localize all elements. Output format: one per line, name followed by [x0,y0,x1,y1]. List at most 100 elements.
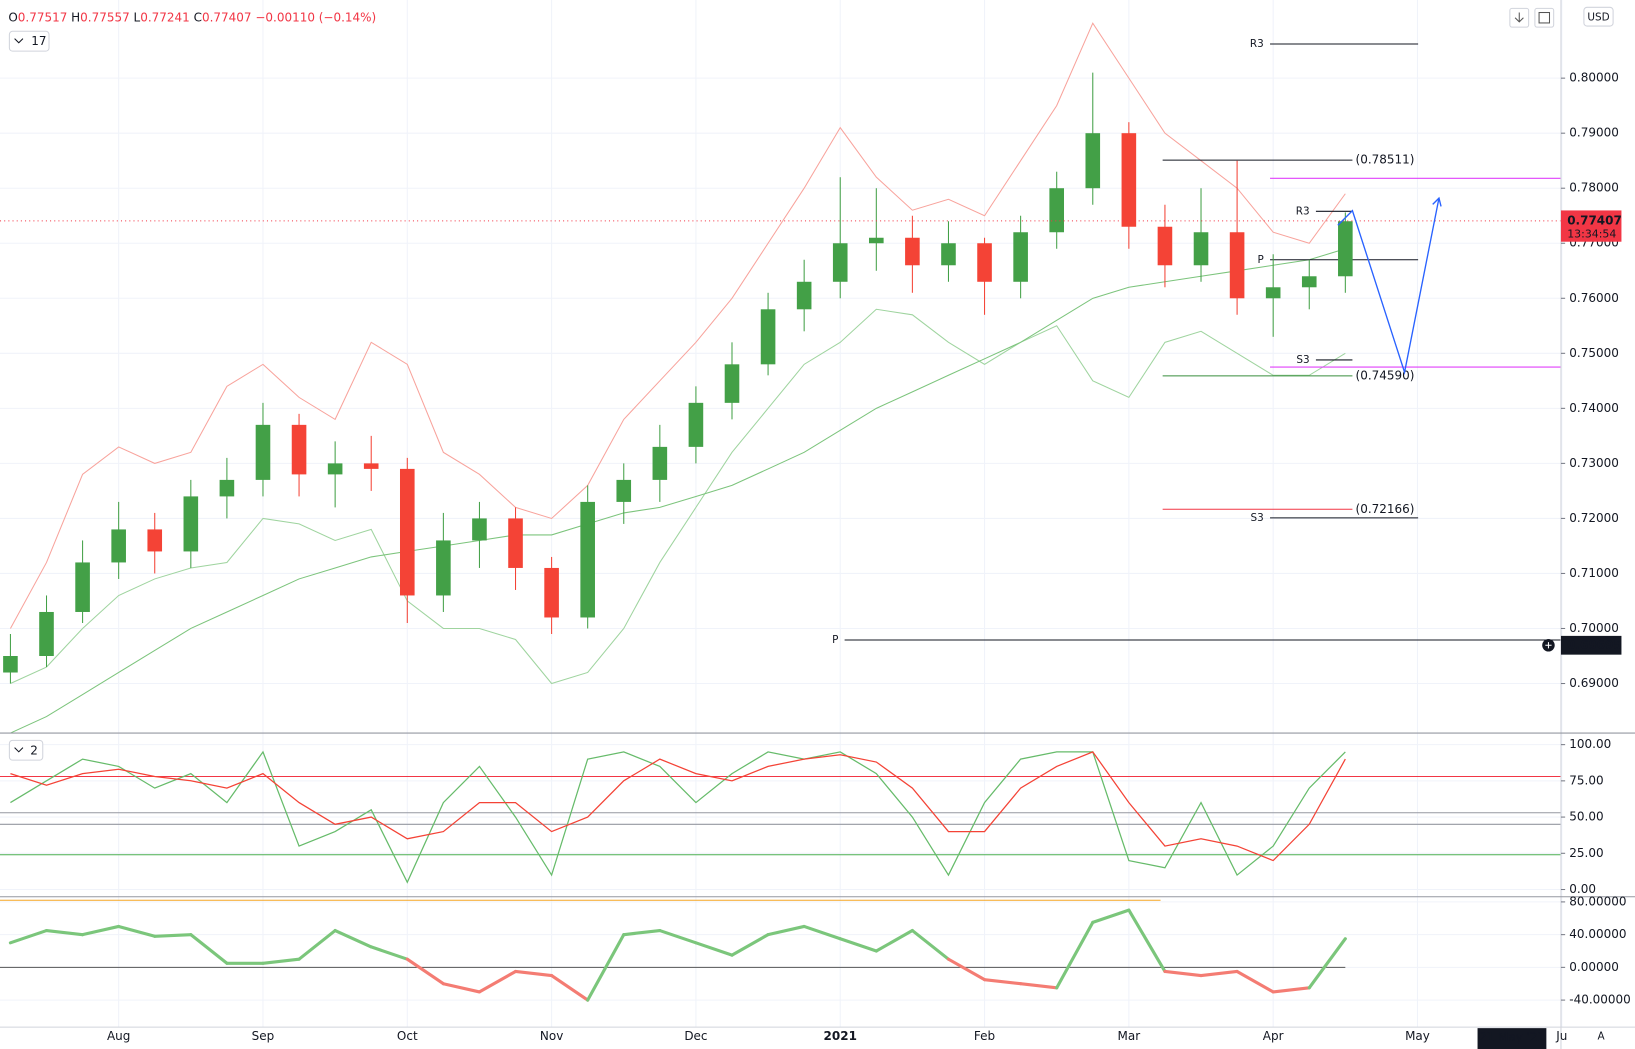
chevron [14,747,24,753]
momentum-segment [1235,969,1275,994]
price-mark-label: (0.78511) [1356,153,1415,167]
scale-mode[interactable]: A [1597,1030,1605,1042]
indicator-toggle[interactable]: 2 [8,739,44,761]
candle-body [363,463,379,469]
candle-body [869,237,884,244]
momentum-segment [441,982,482,994]
y-tick-label: 75.00 [1569,773,1603,787]
price-mark-label: (0.72166) [1356,502,1415,516]
candle-body [399,468,415,596]
currency-button[interactable] [1583,6,1614,27]
ohlc-value: 0.77557 [80,10,130,24]
oscillator-line [10,751,1346,862]
candle-body [1013,232,1028,282]
momentum-segment [910,928,951,961]
crosshair-price-box [1560,635,1622,655]
ohlc-label: C [194,10,202,24]
momentum-segment [81,924,121,937]
candle-body [436,540,451,596]
currency-label: USD [1587,12,1609,24]
momentum-segment [838,937,878,953]
candle-body [327,463,343,475]
momentum-segment [694,941,734,957]
candle-body [977,243,992,282]
candle-body [508,518,523,568]
candle-body [1121,133,1137,227]
y-tick-label: 0.80000 [1569,71,1619,85]
candle-body [616,479,632,502]
oscillator-line [10,750,1346,884]
y-tick-label: 0.00 [1569,882,1596,896]
candle-body [219,479,235,497]
crosshair-date-label: 21 May '21 [1479,1030,1545,1044]
y-tick-label: 80.00000 [1569,894,1626,908]
momentum-segment [586,933,626,1002]
x-tick-label: Oct [397,1029,418,1043]
countdown-label: 13:34:54 [1567,227,1616,240]
momentum-segment [1163,969,1203,978]
overlay-line [10,308,1346,685]
momentum-segment [946,957,987,982]
candle-body [111,529,126,563]
momentum-segment [1307,937,1347,990]
forecast-arrow [1432,196,1442,207]
momentum-segment [1055,920,1095,990]
ohlc-label: L [134,10,141,24]
indicator-toggle[interactable]: 17 [8,30,50,52]
momentum-segment [766,924,806,937]
forecast-path [1337,197,1440,375]
toolbar: USD [1509,6,1614,28]
y-tick-label: 0.78000 [1569,181,1619,195]
x-tick-label: Mar [1118,1029,1141,1043]
x-tick-label: Aug [107,1029,130,1043]
candle-body [183,496,199,552]
y-tick-label: 0.69000 [1569,676,1619,690]
candle-body [544,567,559,618]
candle-body [1301,276,1317,288]
y-tick-label: 0.00000 [1569,960,1619,974]
pivot-label: R3 [1250,38,1264,50]
toggle-box[interactable] [8,30,50,52]
momentum-segment [405,957,445,986]
candle-body [796,281,812,310]
pivot-label: R3 [1296,205,1310,217]
momentum-segment [802,924,842,941]
y-tick-label: 100.00 [1569,737,1611,751]
toggle-count: 2 [30,743,38,757]
pivot-label: P [1258,254,1264,266]
momentum-segment [1019,982,1059,990]
y-tick-label: 0.71000 [1569,566,1619,580]
x-tick-label: Sep [252,1029,275,1043]
toggle-box[interactable] [8,739,44,761]
pivot-label: S3 [1296,354,1309,366]
y-tick-label: 50.00 [1569,810,1603,824]
x-tick-label: Dec [684,1029,707,1043]
candle-body [472,518,487,541]
refresh-button[interactable] [1534,7,1555,28]
last-price-box [1560,210,1622,242]
momentum-segment [189,933,229,965]
y-tick-label: 0.75000 [1569,346,1619,360]
crosshair-price-label: 0.69695 [1567,638,1622,652]
price-mark-label: (0.74590) [1356,368,1415,382]
last-price-label: 0.77407 [1567,213,1622,227]
candle-body [1229,232,1245,299]
y-tick-label: 0.72000 [1569,511,1619,525]
momentum-segment [369,945,409,961]
candle-body [905,237,920,266]
momentum-segment [1199,969,1239,978]
y-tick-label: 0.73000 [1569,456,1619,470]
momentum-segment [730,933,770,957]
momentum-segment [1091,908,1131,924]
momentum-segment [1271,986,1311,994]
ohlc-value: 0.77517 [18,10,68,24]
ohlc-header: O0.77517 H0.77557 L0.77241 C0.77407 −0.0… [8,10,376,24]
momentum-segment [550,973,590,1002]
icon [1514,12,1524,23]
y-tick-label: -40.00000 [1569,993,1631,1007]
momentum-segment [261,957,301,965]
toggle-count: 17 [31,34,46,48]
ohlc-label: O [8,10,17,24]
